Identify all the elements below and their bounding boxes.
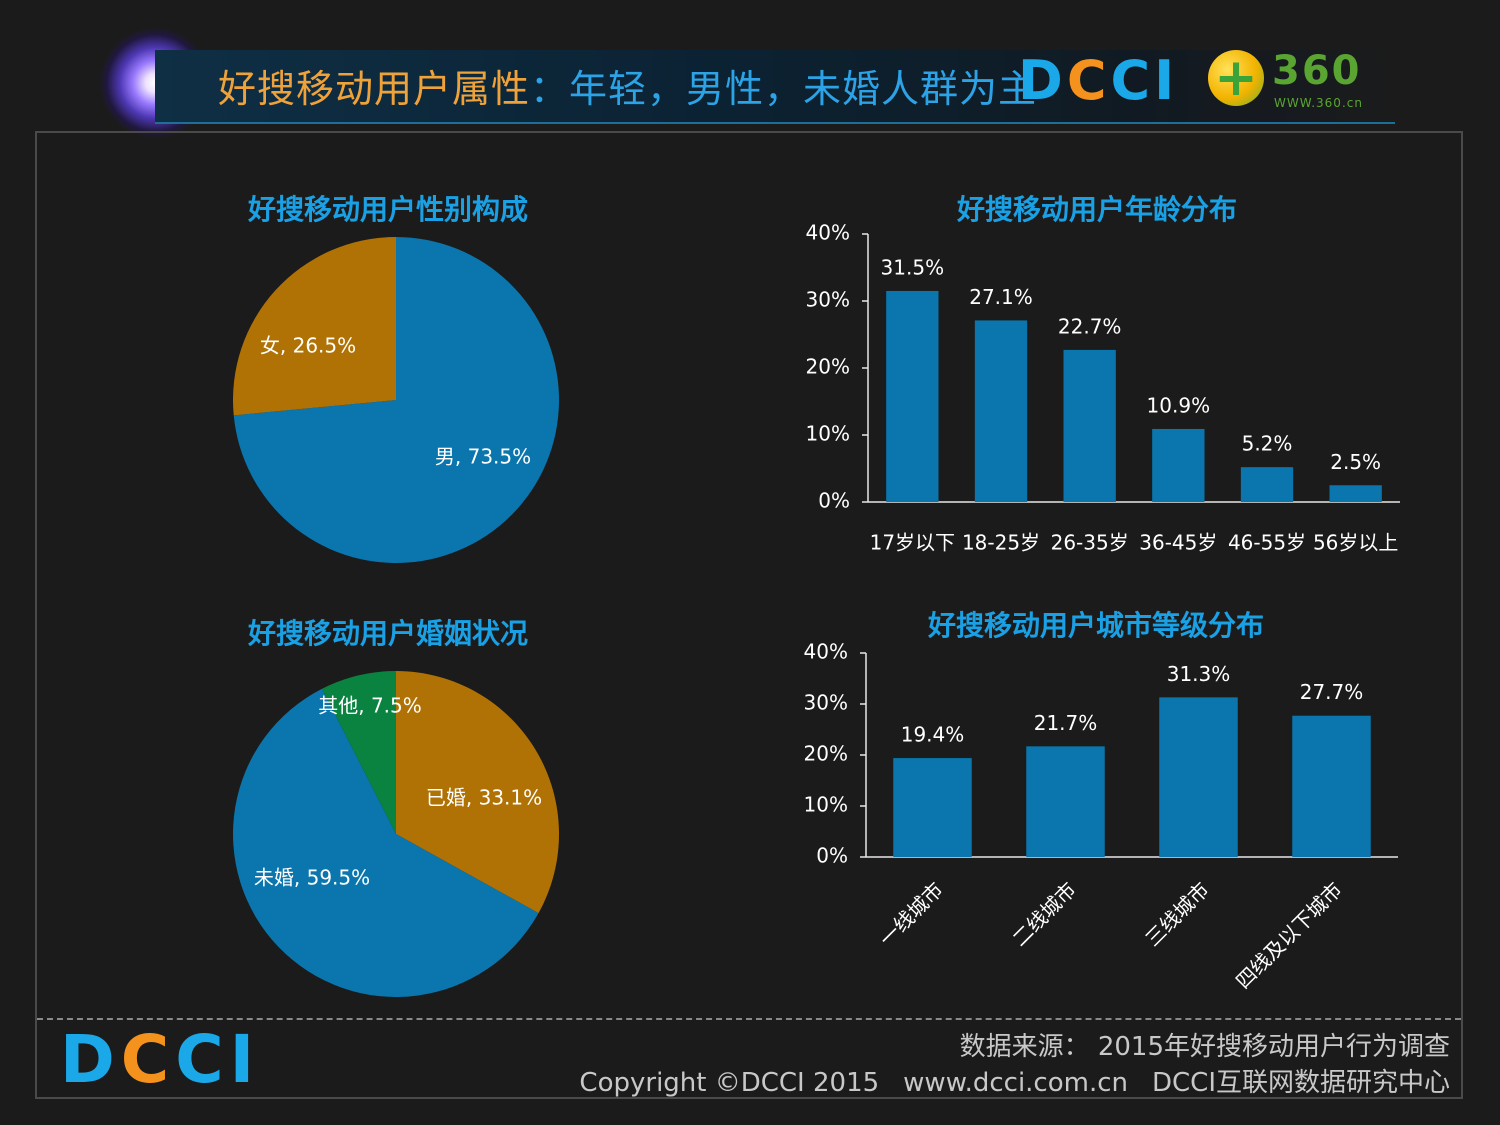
y-tick-label: 40% <box>804 640 848 664</box>
x-tick-label: 36-45岁 <box>1139 531 1217 555</box>
y-tick-label: 40% <box>806 221 850 245</box>
data-label: 19.4% <box>901 723 965 747</box>
pie-slice-其他 <box>322 671 396 834</box>
bar <box>1292 715 1371 857</box>
footer-source: 数据来源： 2015年好搜移动用户行为调查 <box>959 1032 1450 1062</box>
y-tick-label: 0% <box>818 489 850 513</box>
pie-slice-未婚 <box>232 688 539 997</box>
pie-label: 未婚, 59.5% <box>254 866 370 890</box>
footer-logo-letter: D <box>60 1021 121 1098</box>
pie-label: 男, 73.5% <box>435 445 531 469</box>
age-chart-title: 好搜移动用户年龄分布 <box>957 193 1238 226</box>
footer-website[interactable]: www.dcci.com.cn <box>903 1068 1128 1098</box>
footer-org: DCCI互联网数据研究中心 <box>1152 1068 1450 1098</box>
bar <box>1026 746 1105 857</box>
y-tick-label: 20% <box>806 355 850 379</box>
bar <box>1152 428 1205 502</box>
logo-360-circle-icon <box>1208 50 1264 106</box>
x-tick-label: 26-35岁 <box>1051 531 1129 555</box>
data-label: 21.7% <box>1034 711 1098 735</box>
footer-logo-letter: C <box>175 1021 230 1098</box>
dcci-logo-letter: C <box>1066 49 1111 112</box>
title-band <box>155 50 1395 124</box>
y-tick-label: 10% <box>804 793 848 817</box>
page-title-part1: 好搜移动用户属性 <box>218 67 531 111</box>
page-title: 好搜移动用户属性：年轻，男性，未婚人群为主 <box>218 58 1037 113</box>
footer-logo-letter: C <box>120 1021 176 1098</box>
logo-360: + 360 WWW.360.cn <box>1208 46 1408 116</box>
bar <box>1240 467 1294 502</box>
y-tick-label: 30% <box>806 288 850 312</box>
x-tick-label: 18-25岁 <box>962 531 1040 555</box>
dcci-logo-letter: D <box>1018 49 1067 112</box>
data-label: 10.9% <box>1147 393 1211 417</box>
x-tick-label: 56岁以上 <box>1313 531 1398 555</box>
y-tick-label: 10% <box>806 422 850 446</box>
x-tick-label: 二线城市 <box>1007 877 1081 951</box>
x-tick-label: 四线及以下城市 <box>1231 877 1347 993</box>
content-frame <box>35 131 1463 1099</box>
footer-divider <box>37 1018 1461 1020</box>
pie-label: 已婚, 33.1% <box>426 786 542 810</box>
bar <box>1329 485 1382 502</box>
x-tick-label: 17岁以下 <box>870 531 955 555</box>
x-tick-label: 46-55岁 <box>1228 531 1306 555</box>
pie-slice-已婚 <box>396 671 559 914</box>
page-title-part2: ：年轻，男性，未婚人群为主 <box>530 67 1038 111</box>
gender-chart-title: 好搜移动用户性别构成 <box>248 193 529 226</box>
x-tick-label: 一线城市 <box>874 877 948 951</box>
bar <box>974 320 1028 502</box>
y-tick-label: 30% <box>804 691 848 715</box>
pie-label: 其他, 7.5% <box>318 694 422 718</box>
footer-copyright: Copyright ©DCCI 2015 <box>579 1068 880 1098</box>
data-label: 31.5% <box>881 255 945 279</box>
y-tick-label: 0% <box>816 844 848 868</box>
bar <box>1063 349 1116 502</box>
x-tick-label: 三线城市 <box>1140 877 1214 951</box>
data-label: 2.5% <box>1330 450 1381 474</box>
footer-copyright-row: Copyright ©DCCI 2015 www.dcci.com.cn DCCI互… <box>579 1062 1450 1099</box>
pie-slice-男 <box>233 237 560 563</box>
dcci-logo-letter: I <box>1154 49 1179 112</box>
pie-slice-女 <box>233 237 396 416</box>
footer-logo-letter: I <box>229 1021 261 1098</box>
logo-360-url: WWW.360.cn <box>1274 96 1363 110</box>
dcci-logo-letter: C <box>1110 49 1155 112</box>
data-label: 31.3% <box>1167 662 1231 686</box>
y-tick-label: 20% <box>804 742 848 766</box>
bar <box>1159 697 1238 857</box>
data-label: 27.7% <box>1300 680 1364 704</box>
footer-dcci-logo: DCCI <box>60 1021 261 1098</box>
dcci-logo-top: DCCI <box>1018 54 1178 108</box>
header: 好搜移动用户属性：年轻，男性，未婚人群为主 DCCI + 360 WWW.360… <box>100 28 1400 138</box>
data-label: 27.1% <box>969 285 1033 309</box>
city-chart-title: 好搜移动用户城市等级分布 <box>928 609 1265 642</box>
pie-label: 女, 26.5% <box>260 334 356 358</box>
data-label: 22.7% <box>1058 314 1122 338</box>
data-label: 5.2% <box>1242 432 1293 456</box>
logo-360-text: 360 <box>1272 48 1362 94</box>
marital-chart-title: 好搜移动用户婚姻状况 <box>248 617 529 650</box>
bar <box>893 758 972 857</box>
plus-icon: + <box>1214 48 1258 108</box>
bar <box>886 290 939 502</box>
